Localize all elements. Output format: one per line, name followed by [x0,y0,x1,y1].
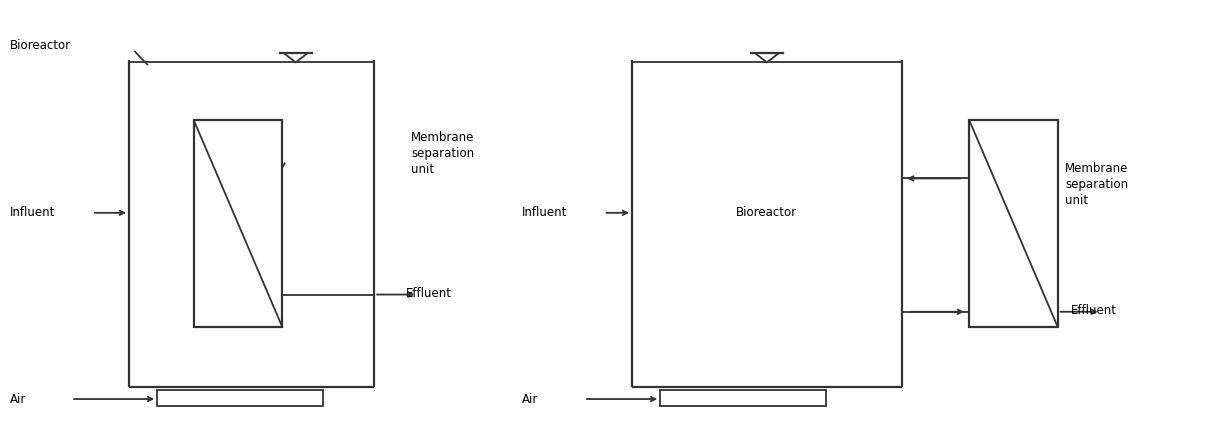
Text: Effluent: Effluent [406,287,452,300]
Text: Bioreactor: Bioreactor [10,39,71,52]
Text: Effluent: Effluent [1071,304,1117,317]
Polygon shape [283,53,308,62]
Bar [660,390,826,406]
Bar [969,120,1058,327]
Text: Influent: Influent [10,206,55,219]
Text: Air: Air [521,393,537,405]
Text: Air: Air [10,393,26,405]
Text: Influent: Influent [521,206,567,219]
Polygon shape [755,53,779,62]
Bar [194,120,282,327]
Text: Membrane
separation
unit: Membrane separation unit [1065,163,1129,207]
Text: Membrane
separation
unit: Membrane separation unit [411,131,475,176]
Text: Bioreactor: Bioreactor [736,206,798,219]
Bar [157,390,323,406]
